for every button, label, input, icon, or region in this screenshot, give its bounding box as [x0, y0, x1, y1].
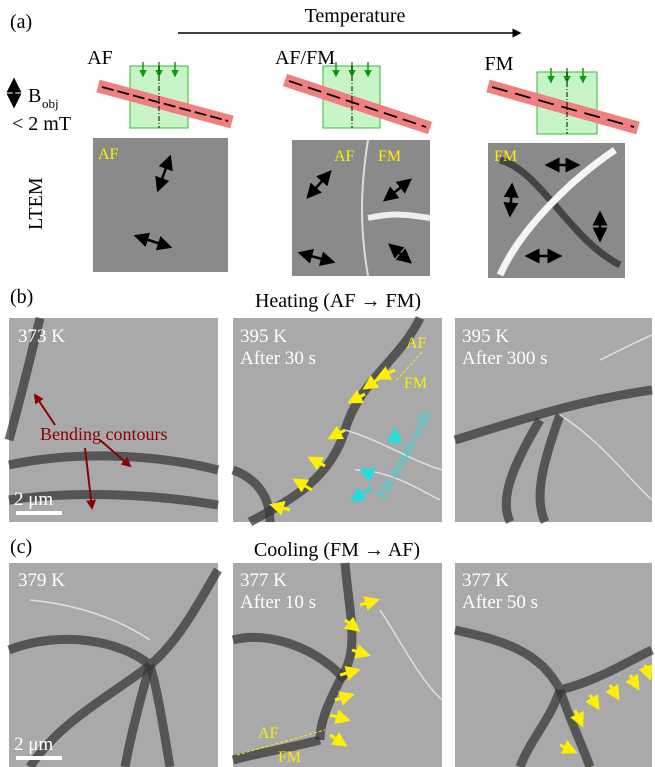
temperature: 379 K — [18, 570, 65, 591]
axis-label: Temperature — [305, 5, 406, 27]
panel-title: Heating (AF → FM) — [255, 290, 421, 312]
scale-label: 2 μm — [14, 489, 53, 510]
state-label: FM — [485, 53, 514, 75]
schematic — [98, 62, 638, 134]
temperature: 377 K — [240, 570, 287, 591]
time: After 30 s — [240, 348, 316, 369]
temperature: 377 K — [462, 570, 509, 591]
ltem-label: AF — [98, 146, 119, 163]
micrograph — [9, 318, 652, 522]
time: After 50 s — [462, 592, 538, 613]
state-label: AF — [87, 47, 113, 69]
ltem-label: AF — [334, 148, 355, 165]
field-symbol: B — [28, 85, 41, 107]
panel-label: (a) — [10, 11, 32, 33]
temperature: 373 K — [18, 326, 65, 347]
row-label: LTEM — [25, 177, 47, 230]
ltem-schematic — [93, 138, 625, 278]
panel-title: Cooling (FM → AF) — [254, 539, 420, 561]
time: After 10 s — [240, 592, 316, 613]
scale-bar — [16, 511, 62, 515]
scale-label: 2 μm — [14, 734, 53, 755]
phase-label: AF — [406, 335, 427, 352]
panel-label: (b) — [10, 286, 33, 308]
field-limit: < 2 mT — [12, 113, 71, 135]
phase-label: FM — [278, 749, 301, 766]
temperature: 395 K — [240, 326, 287, 347]
field-subscript: obj — [42, 96, 59, 111]
time: After 300 s — [462, 348, 547, 369]
panel-label: (c) — [10, 536, 32, 558]
scale-bar — [16, 756, 62, 760]
ltem-label: FM — [378, 148, 401, 165]
phase-label: FM — [404, 375, 427, 392]
temperature: 395 K — [462, 326, 509, 347]
ltem-label: FM — [494, 148, 517, 165]
annotation: Bending contours — [40, 424, 168, 444]
phase-label: AF — [258, 725, 279, 742]
figure: (a) Temperature AF AF/FM FM B obj < 2 mT… — [0, 0, 655, 767]
